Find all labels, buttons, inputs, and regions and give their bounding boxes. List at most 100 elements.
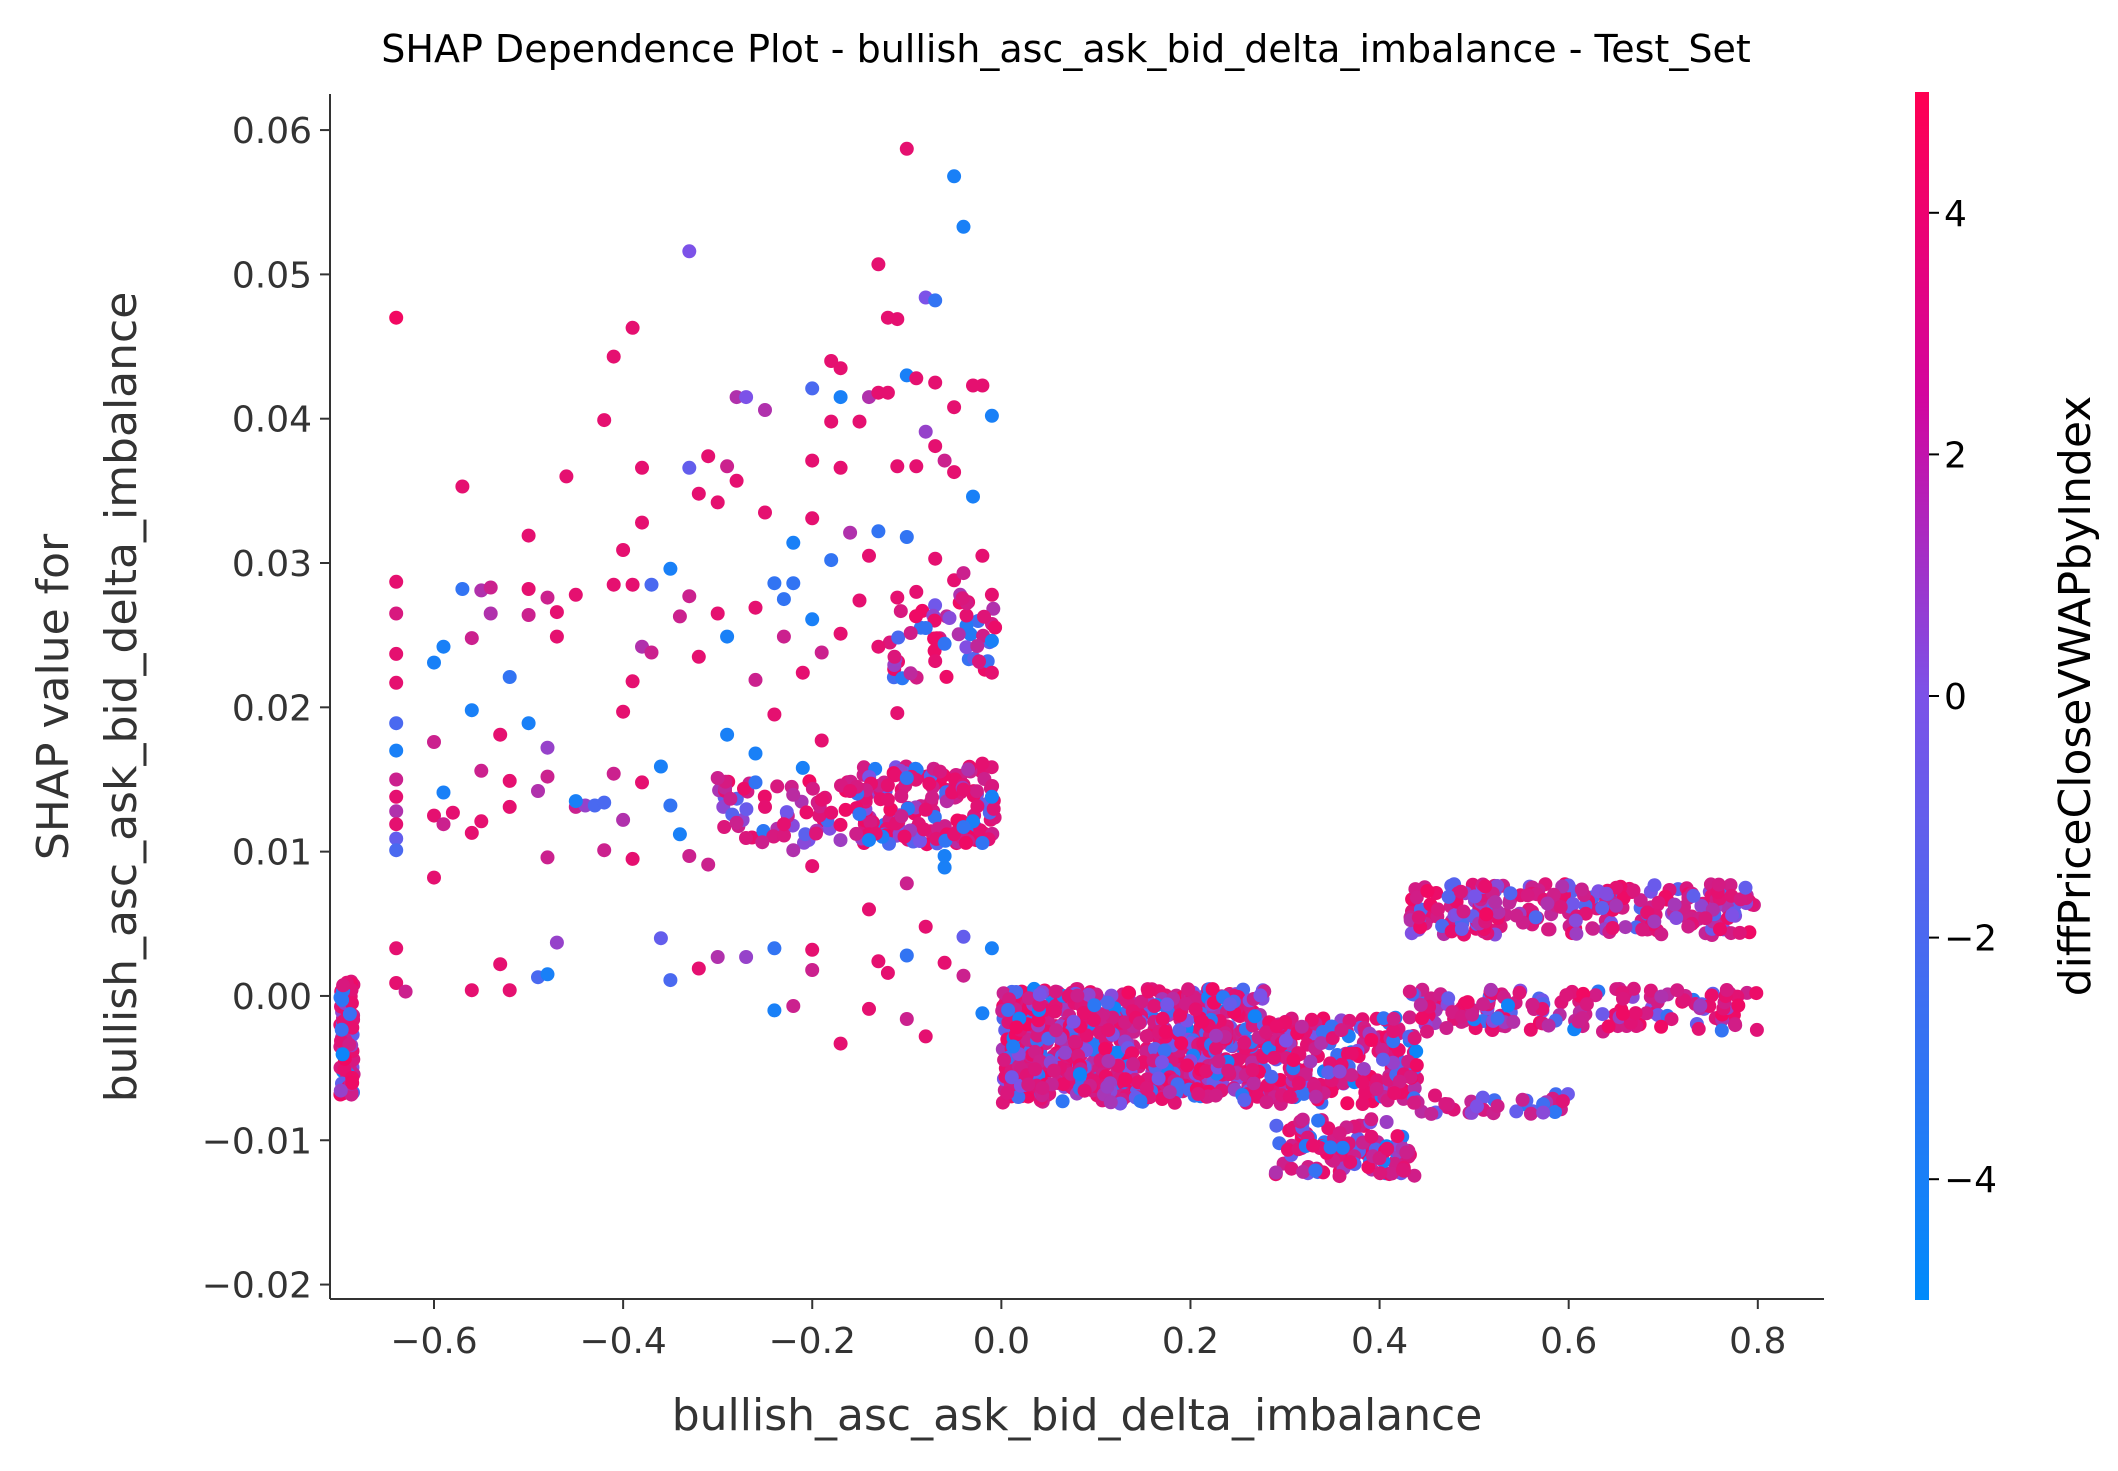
- data-point: [663, 798, 678, 813]
- data-point: [1501, 998, 1515, 1013]
- data-point: [635, 775, 649, 790]
- data-point: [616, 812, 631, 827]
- data-point: [871, 954, 886, 969]
- data-point: [1355, 1075, 1370, 1090]
- data-point: [786, 576, 801, 591]
- data-point: [540, 740, 555, 755]
- data-point: [1409, 1044, 1424, 1059]
- data-point: [805, 612, 820, 627]
- data-point: [616, 543, 631, 557]
- data-point: [1409, 1058, 1424, 1073]
- data-point: [1132, 1016, 1147, 1031]
- data-point: [1340, 1096, 1355, 1111]
- data-point: [956, 929, 971, 944]
- data-point: [972, 654, 986, 669]
- data-point: [984, 789, 999, 804]
- data-point: [899, 1012, 914, 1026]
- data-point: [1704, 988, 1719, 1003]
- data-point: [1424, 1106, 1439, 1121]
- data-point: [549, 935, 564, 950]
- data-point: [814, 645, 829, 660]
- data-point: [464, 703, 479, 718]
- data-point: [927, 643, 942, 658]
- data-point: [1488, 895, 1503, 910]
- data-point: [890, 459, 905, 474]
- data-point: [1441, 889, 1456, 904]
- data-point: [1264, 1069, 1279, 1084]
- data-point: [891, 630, 906, 645]
- data-point: [389, 574, 404, 589]
- data-point: [1579, 997, 1594, 1012]
- y-tick-label: −0.01: [202, 1121, 312, 1162]
- data-point: [1199, 1064, 1214, 1079]
- data-point: [1479, 907, 1494, 922]
- data-point: [720, 459, 735, 474]
- data-point: [616, 704, 631, 719]
- data-point: [483, 606, 498, 621]
- data-point: [691, 961, 706, 976]
- data-point: [767, 1003, 782, 1018]
- data-point: [1121, 985, 1136, 1000]
- data-point: [455, 479, 470, 494]
- data-point: [1134, 994, 1149, 1009]
- data-point: [1428, 1088, 1442, 1103]
- data-point: [975, 836, 990, 850]
- data-point: [717, 820, 732, 834]
- data-point: [925, 790, 940, 805]
- data-point: [1101, 1054, 1116, 1068]
- data-point: [1628, 1006, 1643, 1021]
- data-point: [959, 608, 974, 623]
- data-point: [710, 495, 725, 510]
- data-point: [1048, 984, 1063, 999]
- data-point: [955, 591, 970, 606]
- data-point: [805, 781, 820, 796]
- data-point: [389, 606, 404, 621]
- data-point: [398, 984, 413, 999]
- data-point: [776, 817, 791, 832]
- data-point: [956, 968, 971, 983]
- data-point: [1032, 997, 1047, 1012]
- data-point: [909, 371, 924, 386]
- data-point: [1047, 1004, 1062, 1019]
- data-point: [1110, 1045, 1125, 1060]
- data-point: [776, 592, 791, 607]
- data-point: [427, 655, 441, 670]
- data-point: [389, 310, 404, 325]
- data-point: [1643, 983, 1658, 998]
- data-point: [1536, 1105, 1551, 1120]
- data-point: [887, 649, 902, 664]
- data-point: [961, 762, 976, 777]
- data-point: [757, 789, 772, 804]
- data-point: [333, 990, 348, 1005]
- data-point: [1615, 1006, 1630, 1021]
- data-point: [947, 465, 962, 480]
- data-point: [1046, 1063, 1061, 1078]
- data-point: [748, 746, 763, 761]
- data-point: [984, 633, 999, 648]
- data-point: [1334, 1023, 1349, 1038]
- data-point: [1181, 982, 1196, 997]
- data-point: [1376, 1052, 1390, 1067]
- data-point: [969, 784, 984, 799]
- data-point: [838, 802, 853, 817]
- data-point: [1407, 1081, 1422, 1096]
- data-point: [389, 843, 404, 858]
- data-point: [890, 706, 905, 721]
- data-point: [767, 707, 782, 722]
- data-point: [1439, 1021, 1454, 1035]
- data-point: [1221, 1063, 1236, 1078]
- data-point: [833, 390, 848, 405]
- y-tick-label: 0.02: [232, 688, 312, 729]
- data-point: [1028, 1062, 1042, 1077]
- data-point: [1162, 1085, 1177, 1099]
- data-point: [1512, 985, 1527, 1000]
- data-point: [1664, 1012, 1679, 1027]
- data-point: [1528, 910, 1543, 925]
- data-point: [464, 983, 479, 998]
- data-point: [389, 976, 404, 990]
- data-point: [1291, 1076, 1306, 1090]
- data-point: [909, 609, 923, 624]
- data-point: [899, 948, 914, 963]
- data-point: [1506, 1014, 1521, 1029]
- data-point: [1669, 911, 1684, 925]
